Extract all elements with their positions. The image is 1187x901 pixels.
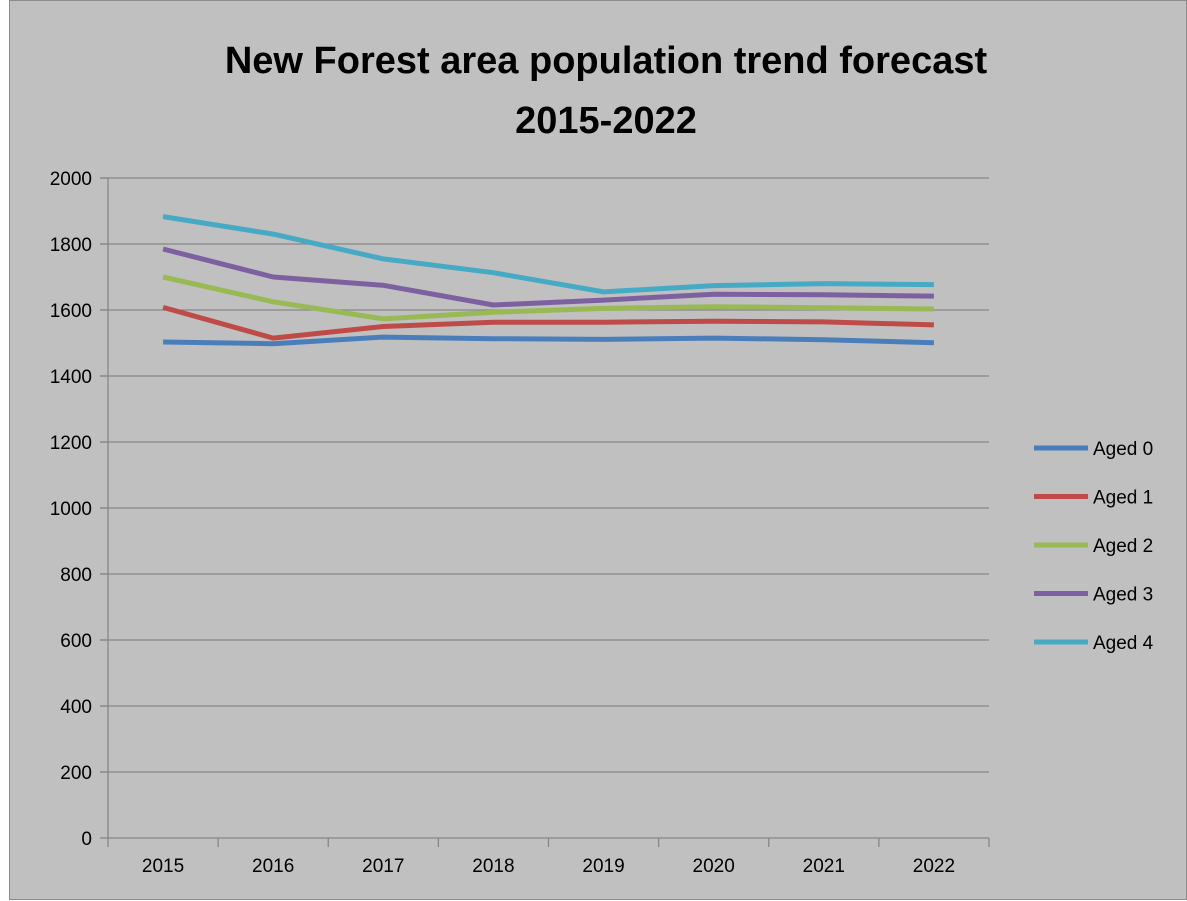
legend: Aged 0 Aged 1 Aged 2 Aged 3 Aged 4 <box>1034 439 1154 654</box>
legend-label: Aged 2 <box>1093 536 1153 557</box>
x-tick-label: 2019 <box>582 856 624 877</box>
chart-title-line-2: 2015-2022 <box>515 100 697 142</box>
legend-item: Aged 2 <box>1034 536 1153 557</box>
legend-item: Aged 4 <box>1034 633 1154 654</box>
series-line-aged-4 <box>162 214 934 295</box>
x-tick-label: 2017 <box>362 856 404 877</box>
legend-item: Aged 1 <box>1034 488 1153 509</box>
x-tick-label: 2021 <box>803 856 845 877</box>
y-tick-label: 1600 <box>50 301 92 322</box>
series-line-aged-1 <box>162 304 934 341</box>
y-tick-label: 1400 <box>50 367 92 388</box>
y-tick-label: 400 <box>60 697 92 718</box>
legend-item: Aged 0 <box>1034 439 1153 460</box>
x-tick-label: 2015 <box>142 856 184 877</box>
y-tick-label: 2000 <box>50 169 92 190</box>
series-line-aged-0 <box>163 334 934 347</box>
legend-label: Aged 0 <box>1093 439 1153 460</box>
legend-label: Aged 3 <box>1093 585 1153 606</box>
y-tick-label: 800 <box>60 565 92 586</box>
series-line-aged-2 <box>162 274 934 322</box>
x-tick-label: 2016 <box>252 856 294 877</box>
y-tick-label: 1000 <box>50 499 92 520</box>
line-chart: New Forest area population trend forecas… <box>50 40 1154 877</box>
y-tick-label: 600 <box>60 631 92 652</box>
chart-title-line-1: New Forest area population trend forecas… <box>225 40 988 82</box>
y-tick-label: 200 <box>60 763 92 784</box>
series-lines <box>162 214 934 347</box>
y-tick-label: 0 <box>81 829 92 850</box>
x-tick-label: 2022 <box>913 856 955 877</box>
x-tick-label: 2018 <box>472 856 514 877</box>
y-tick-label: 1800 <box>50 235 92 256</box>
axes: 0 200 400 600 800 1000 1200 1400 1600 1800 2000 201… <box>50 169 990 877</box>
x-tick-label: 2020 <box>693 856 735 877</box>
y-tick-label: 1200 <box>50 433 92 454</box>
legend-label: Aged 4 <box>1093 633 1154 654</box>
series-line-aged-3 <box>162 246 934 308</box>
legend-item: Aged 3 <box>1034 585 1153 606</box>
chart-area: New Forest area population trend forecas… <box>9 0 1187 900</box>
legend-label: Aged 1 <box>1093 488 1153 509</box>
gridlines <box>100 177 989 773</box>
